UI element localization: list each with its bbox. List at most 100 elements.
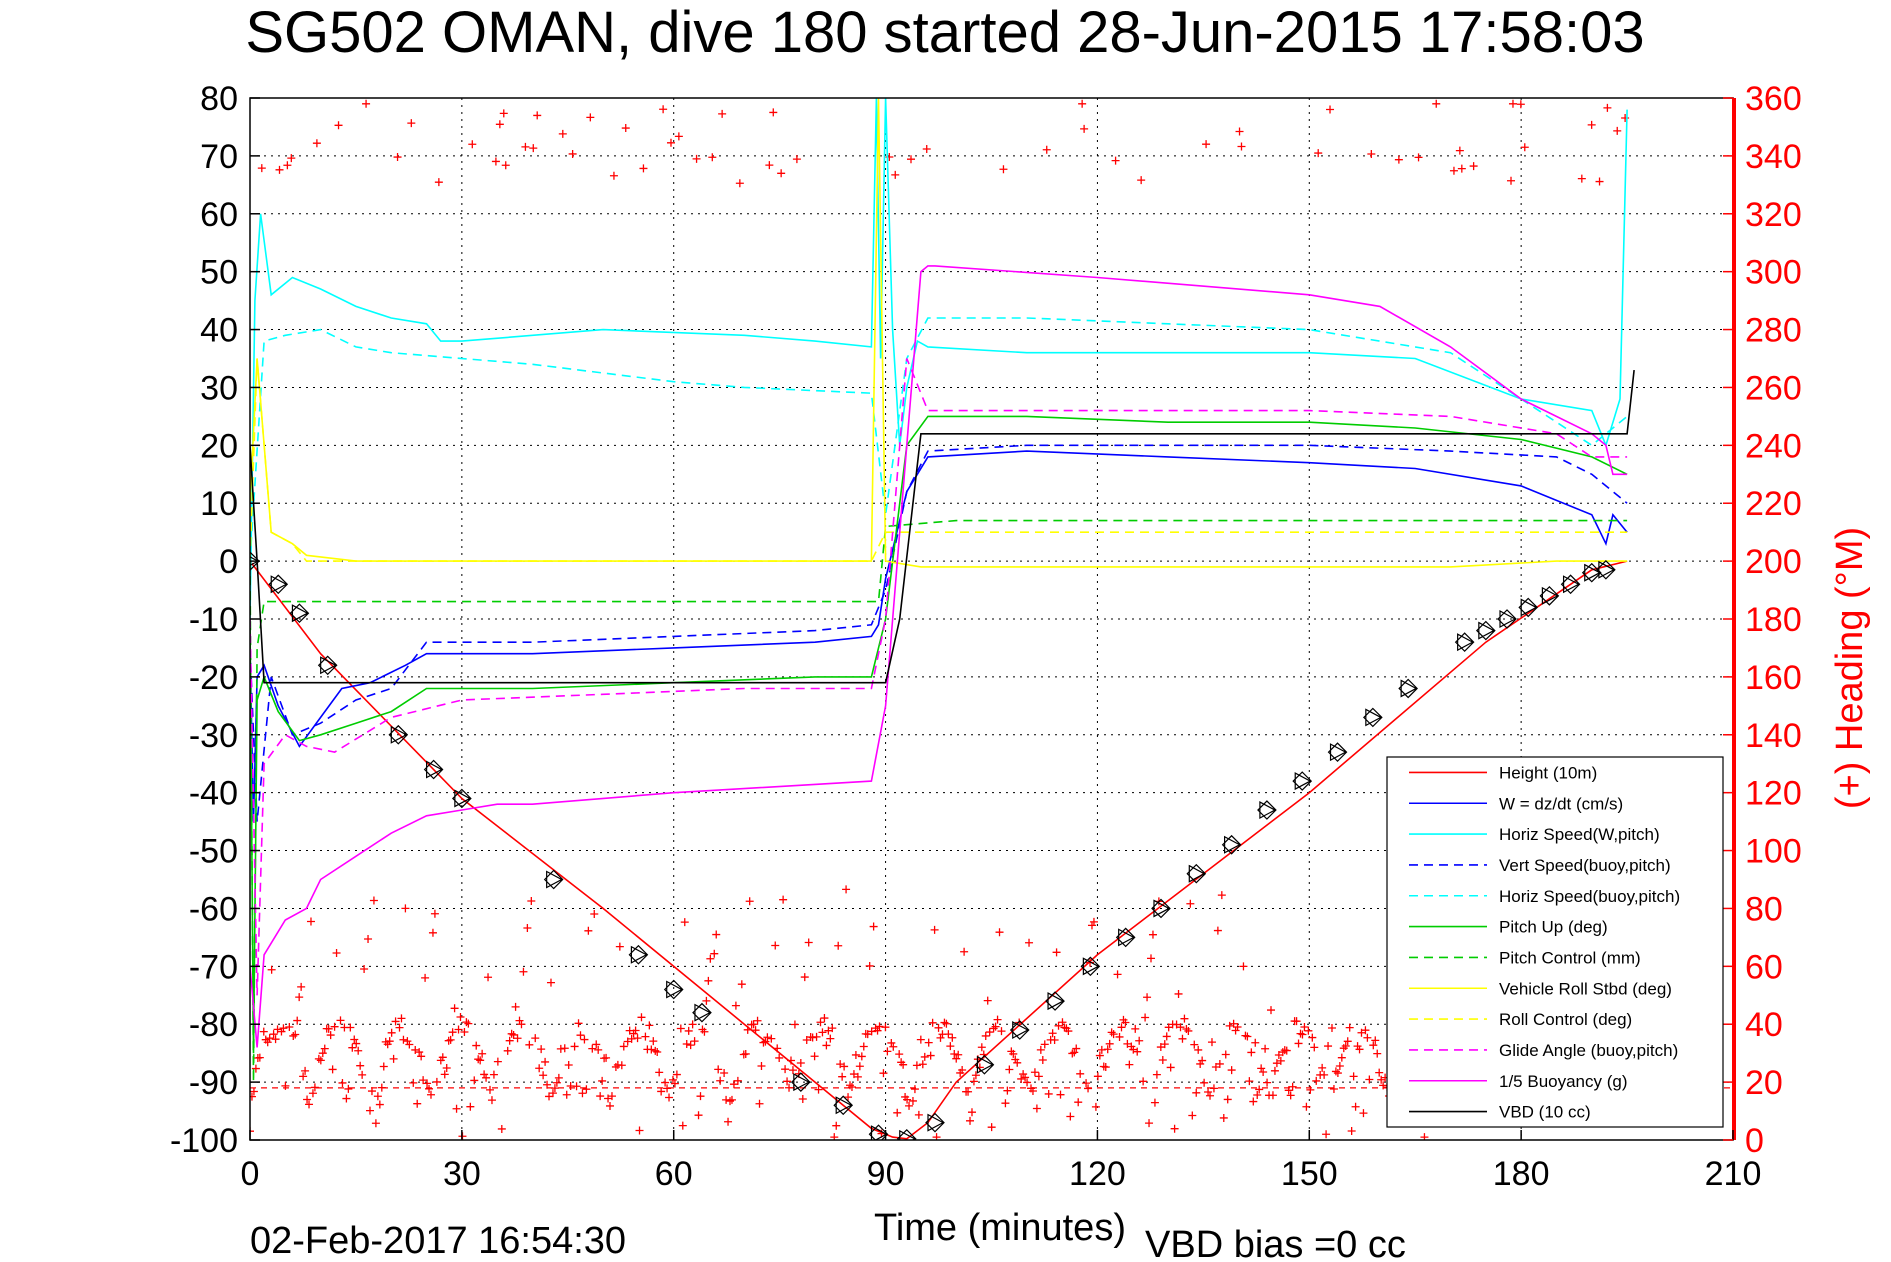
heading-point <box>535 1064 544 1073</box>
heading-point <box>1115 1032 1124 1041</box>
y-tick-label: -100 <box>170 1122 238 1160</box>
heading-point <box>966 1116 975 1125</box>
heading-point <box>1278 1048 1287 1057</box>
heading-point <box>696 1092 705 1101</box>
heading-point <box>430 909 439 918</box>
heading-point <box>678 1121 687 1130</box>
heading-point <box>543 1080 552 1089</box>
heading-point <box>1213 926 1222 935</box>
y2-tick-label: 360 <box>1745 80 1802 118</box>
series-line <box>250 317 1628 562</box>
heading-point <box>680 918 689 927</box>
heading-point <box>1347 1126 1356 1135</box>
heading-point <box>1349 1072 1358 1081</box>
x-tick-label: 180 <box>1493 1155 1550 1193</box>
heading-point <box>316 1056 325 1065</box>
heading-point <box>592 1040 601 1049</box>
heading-point <box>521 142 530 151</box>
heading-point <box>796 1058 805 1067</box>
heading-point <box>1060 1023 1069 1032</box>
legend-label: Horiz Speed(W,pitch) <box>1499 825 1660 844</box>
heading-point <box>1052 948 1061 957</box>
heading-point <box>285 1023 294 1032</box>
heading-point <box>857 1052 866 1061</box>
heading-point <box>1329 1084 1338 1093</box>
sample-marker <box>268 574 289 595</box>
heading-point <box>428 928 437 937</box>
heading-point <box>297 982 306 991</box>
heading-point <box>1084 1084 1093 1093</box>
sample-marker <box>896 1128 917 1140</box>
heading-point <box>346 1023 355 1032</box>
y-tick-label: 20 <box>200 427 238 465</box>
y-tick-label: 40 <box>200 312 238 350</box>
heading-point <box>1507 176 1515 185</box>
heading-point <box>1204 1088 1213 1097</box>
heading-point <box>277 1027 286 1036</box>
heading-point <box>844 1093 853 1102</box>
sample-marker <box>974 1054 995 1075</box>
heading-point <box>908 1096 917 1105</box>
heading-point <box>1074 1098 1083 1107</box>
heading-point <box>594 1045 603 1054</box>
heading-point <box>1072 1044 1081 1053</box>
heading-point <box>586 113 595 122</box>
series-line <box>250 358 1628 562</box>
heading-point <box>1082 1079 1091 1088</box>
heading-point <box>903 1095 912 1104</box>
heading-point <box>480 1070 489 1079</box>
heading-point <box>1276 1056 1285 1065</box>
heading-point <box>546 978 555 987</box>
heading-point <box>1245 1077 1254 1086</box>
heading-point <box>1300 1022 1309 1031</box>
heading-point <box>851 1050 860 1059</box>
heading-point <box>820 1014 829 1023</box>
heading-point <box>1068 1049 1077 1058</box>
heading-point <box>948 1033 957 1042</box>
heading-point <box>1343 1037 1352 1046</box>
heading-point <box>1054 1021 1063 1030</box>
heading-point <box>987 1123 996 1132</box>
sample-marker <box>692 1002 712 1023</box>
heading-point <box>694 1111 703 1120</box>
heading-point <box>1133 1047 1142 1056</box>
heading-point <box>905 1101 914 1110</box>
x-tick-label: 120 <box>1069 1155 1126 1193</box>
heading-point <box>1298 1030 1307 1039</box>
heading-point <box>1255 1085 1264 1094</box>
heading-point <box>710 949 719 958</box>
sample-marker <box>1475 620 1496 641</box>
sample-marker <box>452 788 472 809</box>
heading-point <box>922 144 931 153</box>
heading-point <box>633 1034 642 1043</box>
heading-point <box>391 1017 400 1026</box>
heading-point <box>580 1035 589 1044</box>
heading-point <box>511 1002 520 1011</box>
heading-point <box>255 1053 264 1062</box>
heading-point <box>1621 113 1630 122</box>
heading-point <box>647 1045 656 1054</box>
heading-point <box>781 1065 790 1074</box>
heading-point <box>964 1087 973 1096</box>
heading-point <box>1086 958 1095 967</box>
x-tick-label: 90 <box>867 1155 905 1193</box>
heading-point <box>251 1064 260 1073</box>
heading-point <box>259 1027 268 1036</box>
heading-point <box>668 1075 677 1084</box>
heading-point <box>918 1060 927 1069</box>
heading-point <box>1105 1039 1114 1048</box>
heading-point <box>442 1063 451 1072</box>
heading-point <box>590 910 599 919</box>
heading-point <box>792 155 801 164</box>
series-line <box>250 358 1628 996</box>
heading-point <box>617 1061 626 1070</box>
heading-point <box>1457 164 1466 173</box>
heading-point <box>356 1061 365 1070</box>
heading-point <box>1125 1060 1134 1069</box>
heading-point <box>718 109 727 118</box>
heading-point <box>875 1022 884 1031</box>
heading-point <box>916 1035 925 1044</box>
heading-point <box>1302 1102 1311 1111</box>
y2-tick-label: 240 <box>1745 427 1802 465</box>
sample-marker <box>1497 609 1517 629</box>
